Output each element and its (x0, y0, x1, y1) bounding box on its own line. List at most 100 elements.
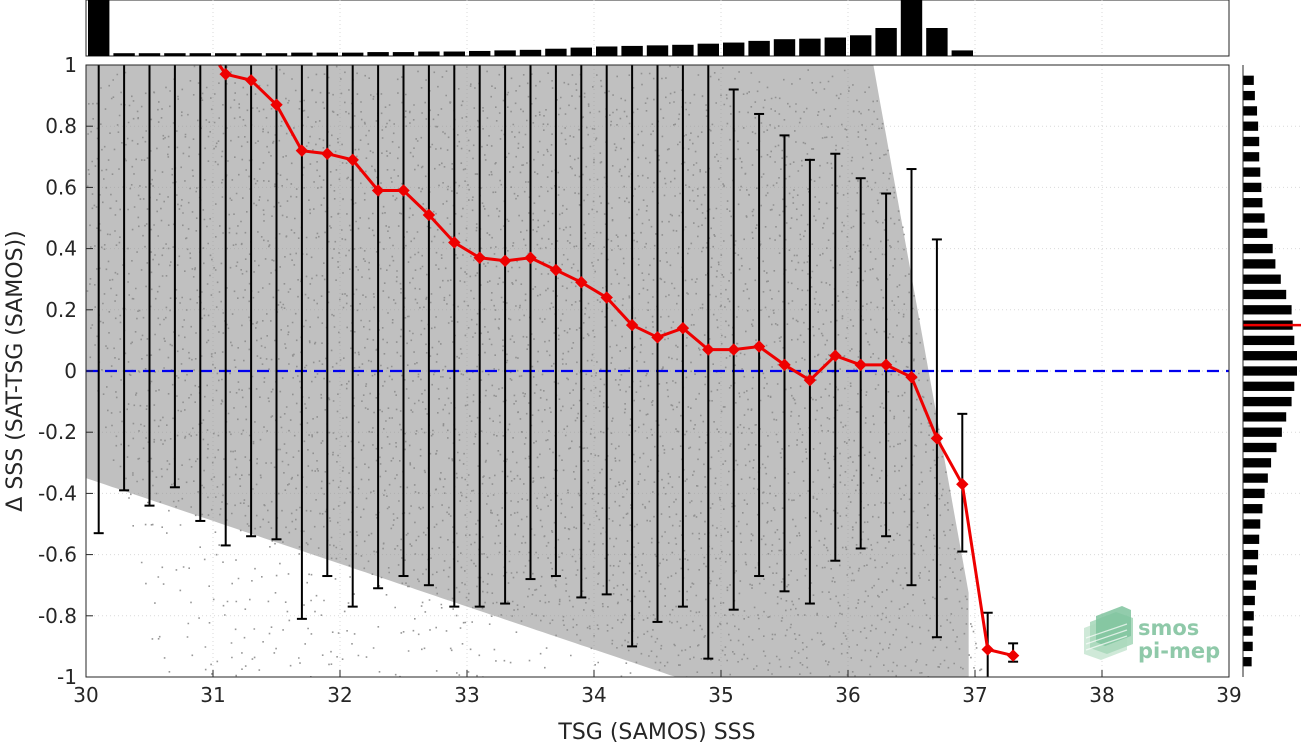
right-histogram (1242, 65, 1301, 677)
right-histogram-bar (1243, 412, 1287, 422)
right-histogram-bar (1243, 458, 1272, 468)
x-tick-label: 35 (708, 683, 733, 707)
right-histogram-bar (1243, 396, 1292, 407)
error-bar (195, 65, 206, 522)
top-histogram-bar (494, 50, 516, 56)
error-bar (246, 65, 257, 538)
top-histogram-bar (951, 50, 973, 56)
error-bar (601, 65, 612, 596)
mean-point (498, 254, 512, 268)
error-bar (576, 65, 587, 599)
error-bar (449, 65, 460, 608)
y-tick-label: 0.6 (45, 175, 77, 199)
top-histogram-bar (342, 52, 364, 56)
mean-point (321, 147, 334, 160)
right-histogram-bar (1243, 381, 1295, 391)
x-tick-label: 37 (962, 683, 987, 707)
x-tick-label: 39 (1216, 683, 1241, 707)
mean-point (600, 291, 613, 304)
mean-point (803, 373, 817, 387)
top-histogram-bar (773, 39, 796, 56)
error-bar (93, 65, 104, 535)
right-histogram-bar (1243, 442, 1277, 453)
mean-point (397, 184, 410, 197)
mean-point (676, 321, 690, 335)
mean-point (956, 478, 969, 491)
mean-point (981, 643, 994, 656)
top-histogram-bar (265, 53, 288, 56)
top-histogram-bar (824, 37, 846, 56)
mean-point (854, 358, 867, 372)
y-tick-label: -0.6 (38, 543, 77, 567)
right-histogram-bar (1243, 351, 1297, 361)
top-histogram-bar (316, 52, 338, 56)
mean-point (219, 67, 232, 81)
top-histogram-bar (443, 51, 465, 56)
right-histogram-bar (1243, 335, 1295, 346)
x-tick-label: 36 (835, 683, 860, 707)
mean-point (905, 370, 918, 384)
right-histogram-bar (1243, 243, 1273, 254)
top-histogram-bar (545, 48, 567, 56)
right-histogram-bar (1243, 534, 1260, 544)
top-histogram (85, 0, 1230, 57)
top-histogram-bar (88, 0, 110, 56)
y-axis-label: Δ SSS (SAT-TSG (SAMOS)) (3, 230, 28, 511)
right-histogram-bar (1243, 504, 1263, 514)
x-tick-label: 34 (581, 683, 606, 707)
right-histogram-bar (1243, 121, 1259, 131)
y-tick-label: 1 (64, 53, 77, 77)
top-histogram-grid (212, 0, 1103, 56)
right-histogram-bar (1243, 106, 1258, 116)
error-bar (169, 65, 180, 489)
x-axis-label: TSG (SAMOS) SSS (557, 720, 755, 745)
y-tick-label: 0.8 (45, 114, 77, 138)
smos-pimep-logo: smos pi-mep (1084, 606, 1220, 663)
error-bar (271, 65, 282, 541)
top-histogram-bar (672, 44, 694, 56)
mean-point (651, 331, 664, 344)
mean-point (702, 343, 715, 356)
y-tick-label: 0 (64, 359, 77, 383)
top-histogram-bar (164, 53, 186, 56)
right-histogram-bar (1243, 366, 1297, 376)
mean-point (1006, 649, 1020, 662)
y-tick-label: 0.4 (45, 237, 77, 261)
right-histogram-bar (1243, 565, 1258, 575)
right-histogram-bar (1243, 611, 1254, 621)
right-histogram-bar (1243, 626, 1253, 636)
error-bar (500, 65, 511, 605)
error-bar (296, 65, 307, 620)
error-bar (423, 65, 434, 587)
mean-point (295, 144, 309, 157)
mean-point (727, 343, 740, 356)
right-histogram-bar (1243, 641, 1253, 652)
top-histogram-bar (215, 53, 237, 56)
right-histogram-bar (1243, 213, 1265, 223)
top-histogram-bar (418, 51, 440, 56)
top-histogram-bar (113, 53, 135, 56)
top-histogram-bar (519, 49, 542, 56)
right-histogram-bar (1243, 167, 1261, 177)
y-tick-label: -1 (57, 665, 77, 689)
right-histogram-bar (1243, 198, 1263, 208)
mean-point (422, 208, 436, 222)
mean-point (930, 432, 944, 445)
mean-point (549, 263, 563, 277)
right-histogram-bar (1243, 182, 1262, 193)
x-tick-label: 32 (327, 683, 352, 707)
mean-point (244, 74, 258, 87)
mean-point (346, 153, 359, 167)
top-histogram-bar (189, 53, 211, 56)
top-histogram-bar (469, 50, 491, 56)
logo-text-pimep: pi-mep (1138, 639, 1220, 663)
top-histogram-bar (875, 28, 897, 56)
top-histogram-bar (748, 40, 770, 56)
mean-point (625, 318, 639, 332)
error-bar (474, 65, 485, 608)
x-tick-label: 30 (73, 683, 98, 707)
mean-point (752, 340, 766, 353)
error-bar (220, 65, 231, 547)
top-histogram-bar (900, 0, 923, 56)
right-histogram-bar (1243, 136, 1260, 147)
